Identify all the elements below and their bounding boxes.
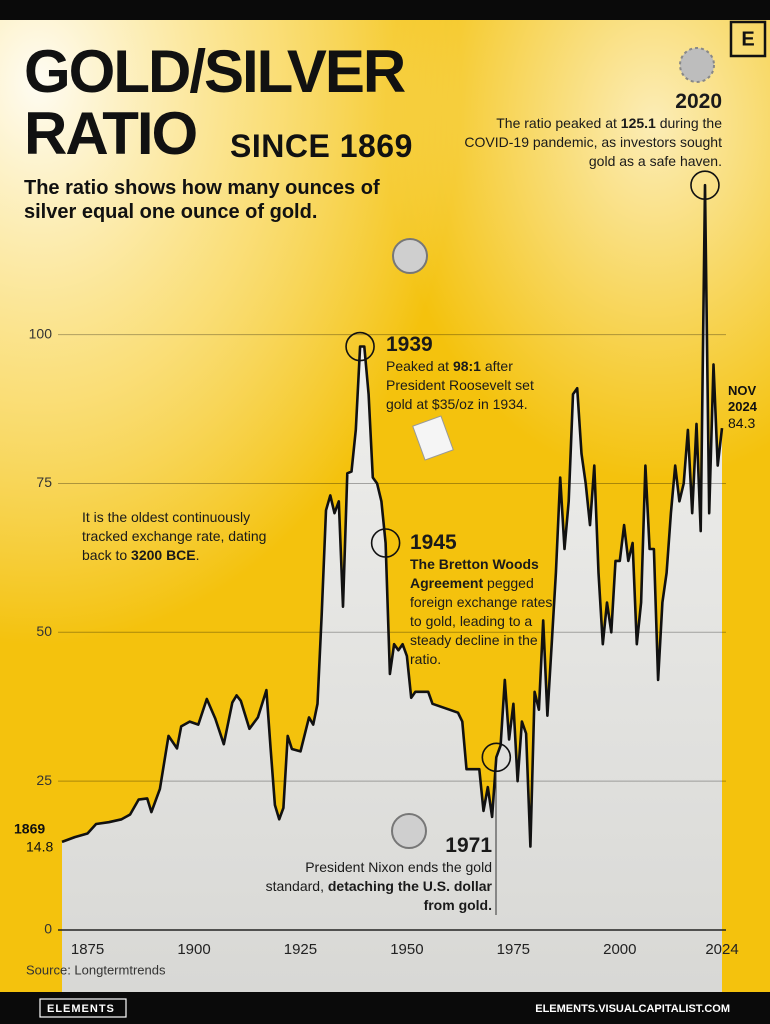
end-value-label: 84.3 — [728, 415, 755, 431]
annotation-run: President Nixon ends the gold standard, — [265, 859, 492, 894]
annotation-text: The Bretton Woods Agreement pegged forei… — [410, 555, 560, 669]
annotation-run: The Bretton Woods Agreement — [410, 556, 539, 591]
top-bar — [0, 0, 770, 20]
title-suffix: SINCE 1869 — [230, 128, 413, 164]
start-value-label: 14.8 — [26, 839, 53, 855]
paper-icon — [412, 415, 454, 461]
virus-icon — [679, 47, 715, 83]
annotation: 1945 The Bretton Woods Agreement pegged f… — [410, 531, 560, 669]
y-tick-label: 50 — [36, 623, 52, 639]
annotation: 1971 President Nixon ends the gold standa… — [262, 834, 492, 915]
y-tick-label: 25 — [36, 772, 52, 788]
x-tick-label: 2024 — [705, 941, 738, 958]
y-tick-label: 75 — [36, 474, 52, 490]
coin-icon — [392, 238, 428, 274]
annotation-run: 125.1 — [620, 115, 656, 131]
x-tick-label: 1975 — [497, 941, 530, 958]
annotation-run: during the COVID-19 pandemic, as investo… — [464, 115, 722, 169]
annotation-run: after President Roosevelt set gold at $3… — [386, 358, 534, 412]
brand-box — [39, 998, 127, 1018]
footer-bar — [0, 992, 770, 1024]
annotation-text: Peaked at 98:1 after President Roosevelt… — [386, 357, 554, 414]
source: Source: Longtermtrends — [26, 962, 166, 977]
annotation-run: 3200 BCE — [131, 547, 196, 563]
annotation: 2020 The ratio peaked at 125.1 during the… — [452, 90, 722, 171]
annotation-title: 1939 — [386, 333, 433, 356]
annotation-run: The ratio peaked at — [496, 115, 621, 131]
annotation-text: The ratio peaked at 125.1 during the COV… — [452, 114, 722, 171]
line — [61, 183, 724, 848]
highlight-circle — [345, 331, 375, 362]
footer-url: ELEMENTS.VISUALCAPITALIST.COM — [535, 1003, 730, 1015]
annotation-run: Peaked at — [386, 358, 453, 374]
y-tick-label: 0 — [44, 921, 52, 937]
area-fill — [62, 185, 722, 992]
annotation-run: pegged foreign exchange rates to gold, l… — [410, 575, 553, 667]
logo-box — [729, 20, 767, 58]
highlight-circle — [690, 170, 720, 200]
logo: E — [741, 28, 754, 50]
end-date-label: NOV 2024 — [728, 384, 758, 415]
annotation-title: 1945 — [410, 531, 457, 554]
annotation-title: 2020 — [675, 90, 722, 113]
highlight-circle — [370, 528, 401, 558]
x-tick-label: 1925 — [284, 941, 317, 958]
annotation-title: 1971 — [445, 834, 492, 857]
y-tick-label: 100 — [29, 325, 53, 341]
coin-icon — [391, 813, 427, 849]
annotation-text: President Nixon ends the gold standard, … — [262, 858, 492, 915]
x-tick-label: 1950 — [390, 941, 423, 958]
annotation-run: 98:1 — [452, 358, 481, 374]
annotation: 1939 Peaked at 98:1 after President Roose… — [386, 333, 554, 414]
brand: ELEMENTS — [47, 1003, 115, 1015]
annotation-text: It is the oldest continuously tracked ex… — [82, 508, 297, 565]
x-tick-label: 1875 — [71, 941, 104, 958]
title-line: RATIO — [24, 100, 198, 167]
annotation-run: It is the oldest continuously tracked ex… — [82, 509, 267, 563]
annotation-run: detaching the U.S. dollar from gold. — [327, 878, 492, 913]
title-line: GOLD/SILVER — [24, 38, 406, 105]
x-tick-label: 1900 — [177, 941, 210, 958]
highlight-circle — [481, 742, 512, 773]
subtitle: The ratio shows how many ounces of silve… — [24, 177, 380, 223]
x-tick-label: 2000 — [603, 941, 636, 958]
annotation: It is the oldest continuously tracked ex… — [82, 508, 297, 565]
annotation-run: . — [195, 547, 200, 563]
start-year-label: 1869 — [14, 821, 45, 837]
